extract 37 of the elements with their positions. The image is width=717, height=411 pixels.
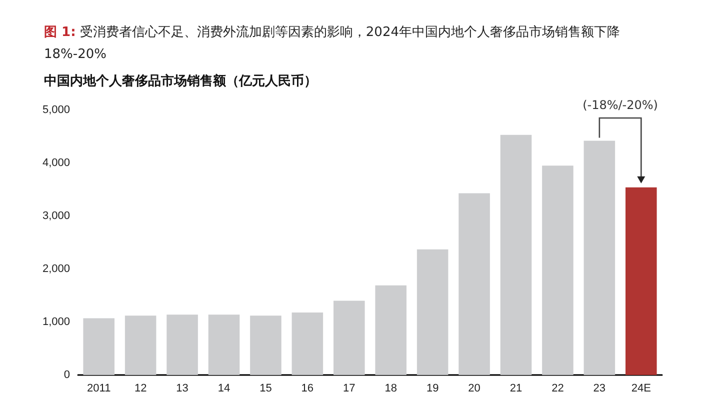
x-tick-label: 12 [134, 382, 147, 394]
chart-title: 图 1: 受消费者信心不足、消费外流加剧等因素的影响，2024年中国内地个人奢侈品市场销售额下降18%-20% [44, 24, 621, 64]
x-tick-label: 13 [176, 382, 188, 394]
bar [124, 316, 156, 375]
annotation: (-18%/-20%) [582, 98, 658, 112]
bar [542, 166, 574, 375]
x-tick-label: 18 [384, 382, 397, 394]
x-tick-label: 19 [426, 382, 439, 394]
bar [416, 249, 448, 375]
bar [292, 312, 324, 375]
y-tick-label: 5,000 [42, 104, 70, 116]
bar [334, 300, 365, 375]
bar [83, 318, 114, 375]
bar [584, 140, 616, 375]
x-tick-label: 14 [218, 382, 230, 394]
x-tick-label: 24E [631, 382, 651, 394]
chart-subtitle: 中国内地个人奢侈品市场销售额（亿元人民币） [44, 72, 317, 90]
x-tick-label: 22 [552, 382, 564, 394]
y-tick-label: 0 [64, 369, 70, 381]
x-tick-label: 15 [260, 382, 272, 394]
x-tick-label: 2011 [87, 382, 111, 394]
y-tick-label: 1,000 [42, 316, 70, 328]
x-tick-label: 17 [343, 382, 356, 394]
y-tick-label: 3,000 [42, 210, 70, 222]
bar [250, 316, 282, 375]
x-tick-label: 20 [468, 382, 480, 394]
x-tick-label: 23 [593, 382, 606, 394]
bar [626, 187, 657, 375]
bar [458, 193, 490, 375]
bar [166, 314, 198, 375]
bar [208, 314, 240, 375]
y-tick-label: 2,000 [42, 263, 70, 275]
x-tick-label: 16 [301, 382, 314, 394]
y-tick-label: 4,000 [42, 157, 70, 169]
bar [500, 134, 532, 375]
bar [375, 285, 406, 375]
x-tick-label: 21 [510, 382, 522, 394]
